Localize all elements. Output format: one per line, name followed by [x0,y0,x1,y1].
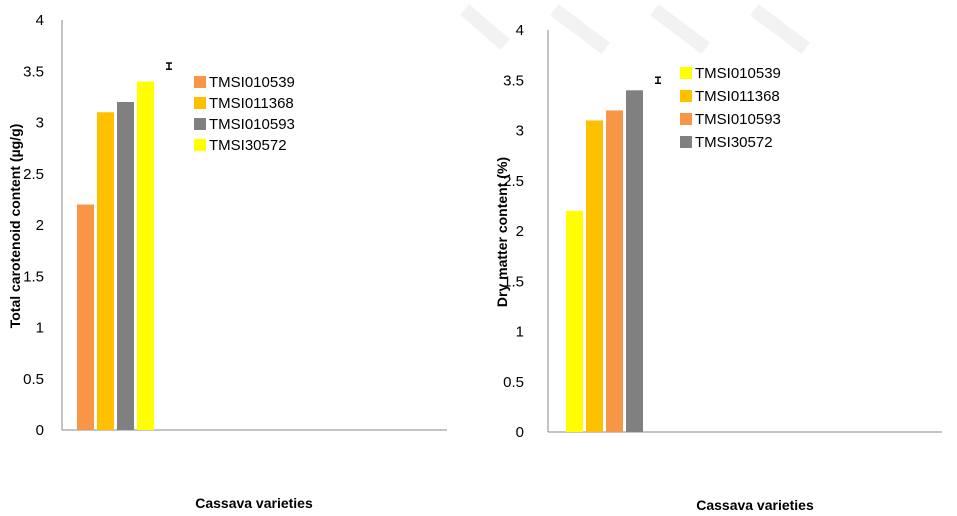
y-axis-label: Dry matter content (%) [494,157,510,307]
bar [117,102,134,430]
dry-matter-chart: 0 0.5 1 1.5 2 2.5 3 3.5 4 TMSI010539 TMSI011368 TMS… [494,22,942,513]
legend-swatch [680,90,692,102]
bar [586,120,603,432]
legend-label: TMSI011368 [695,88,780,105]
x-axis-label: Cassava varieties [696,497,814,513]
y-tick-label: 2.5 [23,166,44,183]
y-tick-label: 0 [36,422,44,439]
legend-swatch [194,118,206,130]
y-tick-label: 2 [36,217,44,234]
y-tick-label: 0 [516,424,524,441]
y-axis-label: Total carotenoid content (µg/g) [7,124,23,329]
y-tick-label: 4 [36,12,44,29]
x-axis-label: Cassava varieties [195,495,313,511]
y-tick-label: 2 [516,223,524,240]
y-tick-label: 0.5 [23,371,44,388]
legend-label: TMSI010593 [695,111,781,128]
bar [606,110,623,433]
legend-swatch [680,136,692,148]
y-tick-label: 3.5 [23,63,44,80]
bar [137,81,154,430]
y-tick-label: 1 [516,324,524,341]
y-tick-label: 0.5 [503,374,524,391]
y-tick-label: 3 [516,123,524,140]
legend-swatch [194,76,206,88]
y-tick-label: 1 [36,320,44,337]
bar [97,112,114,430]
y-tick-label: 3.5 [503,72,524,89]
legend-label: TMSI010593 [209,116,295,133]
legend-swatch [194,139,206,151]
legend-label: TMSI30572 [695,134,773,151]
y-tick-label: 1.5 [503,273,524,290]
legend-label: TMSI30572 [209,137,287,154]
bar [566,210,583,432]
y-tick-label: 3 [36,115,44,132]
legend-swatch [194,97,206,109]
y-tick-label: 2.5 [503,173,524,190]
legend-swatch [680,113,692,125]
carotenoid-chart: 0 0.5 1 1.5 2 2.5 3 3.5 4 TMSI010539 TMSI011368 TMS… [7,12,447,511]
y-tick-label: 4 [516,22,524,39]
legend-label: TMSI010539 [209,74,295,91]
y-tick-label: 1.5 [23,268,44,285]
legend-label: TMSI010539 [695,65,781,82]
legend-label: TMSI011368 [209,95,294,112]
bar [77,204,94,430]
bar [626,90,643,433]
legend-swatch [680,67,692,79]
